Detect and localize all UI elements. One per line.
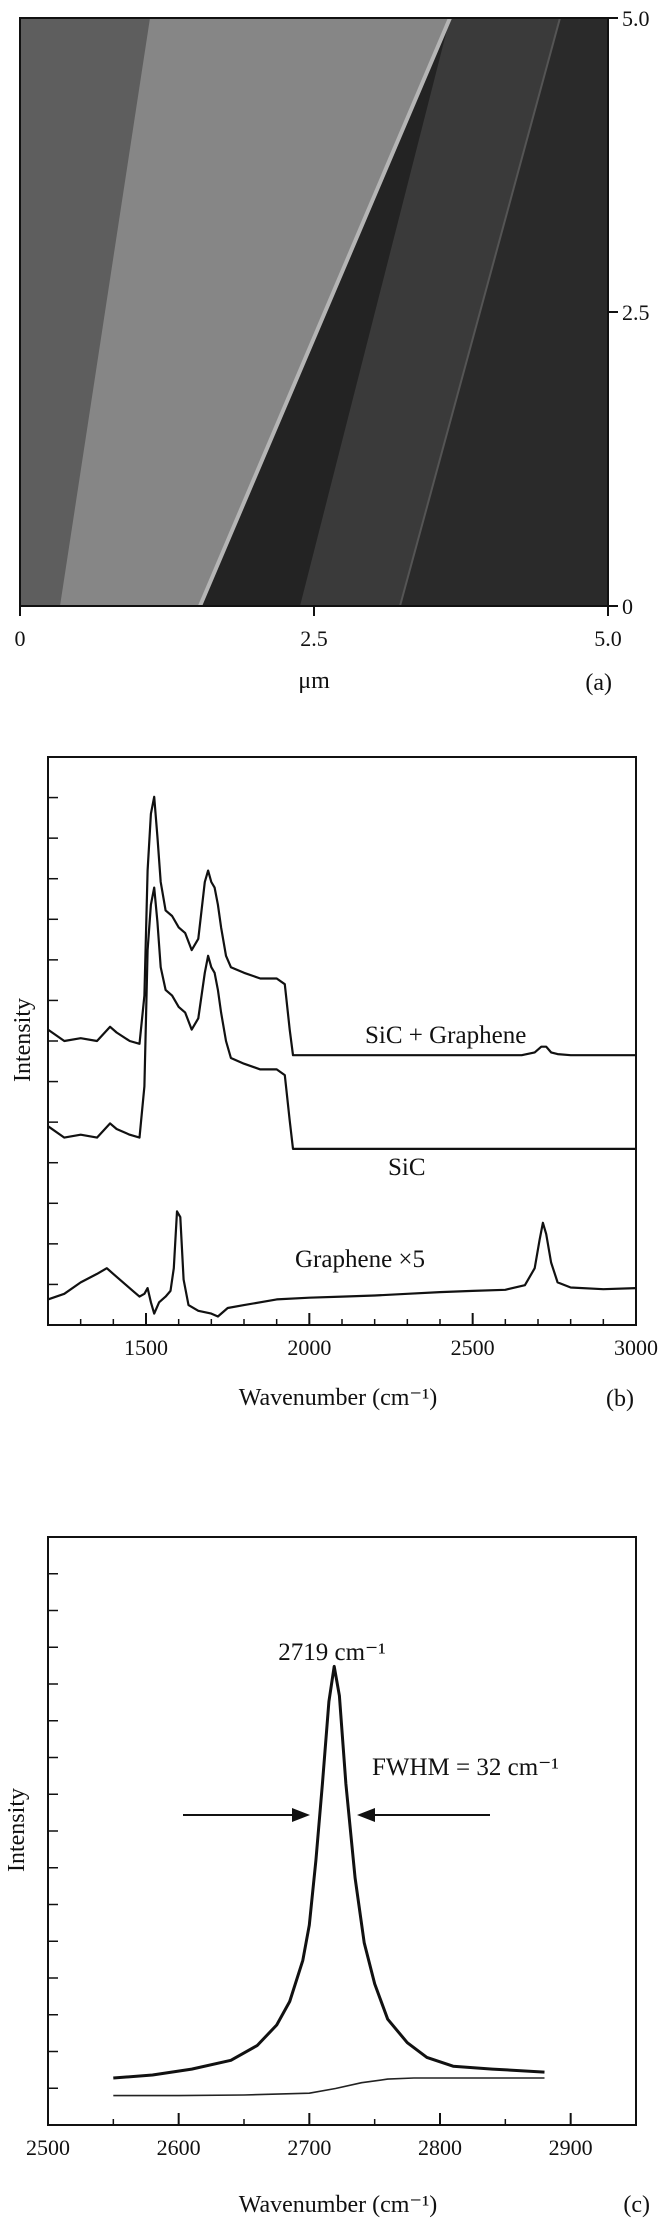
panel-b-ylabel: Intensity (10, 998, 36, 1082)
annotation-sic-graphene: SiC + Graphene (365, 1022, 526, 1049)
a-xtick-label-1: 2.5 (300, 626, 328, 651)
afm-mid-stripe (300, 18, 560, 606)
fwhm-arrow-left (183, 1808, 310, 1822)
panel-a-xlabel: μm (298, 668, 330, 694)
panel-c-axes: 2500 2600 2700 2800 2900 (26, 1573, 593, 2160)
panel-c-xlabel: Wavenumber (cm⁻¹) (239, 2192, 438, 2218)
b-xtick-label-1: 2000 (287, 1335, 331, 1360)
fwhm-arrow-right-head (357, 1808, 375, 1822)
afm-edge-line (198, 17, 452, 607)
c-xtick-label-2: 2700 (287, 2135, 331, 2160)
a-ytick-label-0: 0 (622, 594, 633, 619)
panel-a-tag: (a) (585, 670, 612, 696)
b-xtick-label-3: 3000 (614, 1335, 658, 1360)
peak-label: 2719 cm⁻¹ (278, 1639, 385, 1666)
annotation-graphene: Graphene ×5 (295, 1246, 425, 1273)
a-ytick-label-1: 2.5 (622, 300, 650, 325)
c-xtick-label-0: 2500 (26, 2135, 70, 2160)
fwhm-label: FWHM = 32 cm⁻¹ (372, 1754, 559, 1781)
annotation-sic: SiC (388, 1154, 426, 1181)
c-series-line-0 (113, 1664, 545, 2080)
panel-b-axes: 1500 2000 2500 3000 (48, 796, 658, 1360)
b-series-line-1 (47, 886, 636, 1151)
afm-right-dark (400, 18, 608, 606)
c-xtick-label-4: 2900 (549, 2135, 593, 2160)
fwhm-arrow-left-head (292, 1808, 310, 1822)
a-ytick-label-2: 5.0 (622, 6, 650, 31)
panel-b-xlabel: Wavenumber (cm⁻¹) (239, 1385, 438, 1411)
panel-b-tag: (b) (606, 1386, 634, 1412)
panel-c: 2500 2600 2700 2800 2900 2719 cm⁻¹ FWHM = 32… (4, 1536, 650, 2218)
afm-light-band (60, 18, 450, 606)
b-xtick-label-0: 1500 (124, 1335, 168, 1360)
panel-c-frame (47, 1536, 637, 2126)
c-xtick-label-3: 2800 (418, 2135, 462, 2160)
panel-c-tag: (c) (623, 2192, 650, 2218)
a-xtick-label-0: 0 (15, 626, 26, 651)
panel-b: 1500 2000 2500 3000 SiC + Graphene SiC Grap… (10, 756, 658, 1412)
b-series-line-2 (47, 1210, 637, 1318)
panel-c-ylabel: Intensity (4, 1788, 30, 1872)
b-xtick-label-2: 2500 (451, 1335, 495, 1360)
panel-c-series (113, 1664, 545, 2097)
afm-step-line (399, 17, 561, 607)
fwhm-arrow-right (357, 1808, 490, 1822)
c-series-line-1 (113, 2077, 545, 2097)
panel-b-series (47, 795, 637, 1318)
b-series-line-0 (47, 795, 636, 1057)
c-xtick-label-1: 2600 (157, 2135, 201, 2160)
panel-a-axes: 0 2.5 5.002.55.0 (15, 6, 650, 651)
a-xtick-label-2: 5.0 (594, 626, 622, 651)
panel-a: 0 2.5 5.002.55.0 μm (a) (15, 6, 650, 696)
